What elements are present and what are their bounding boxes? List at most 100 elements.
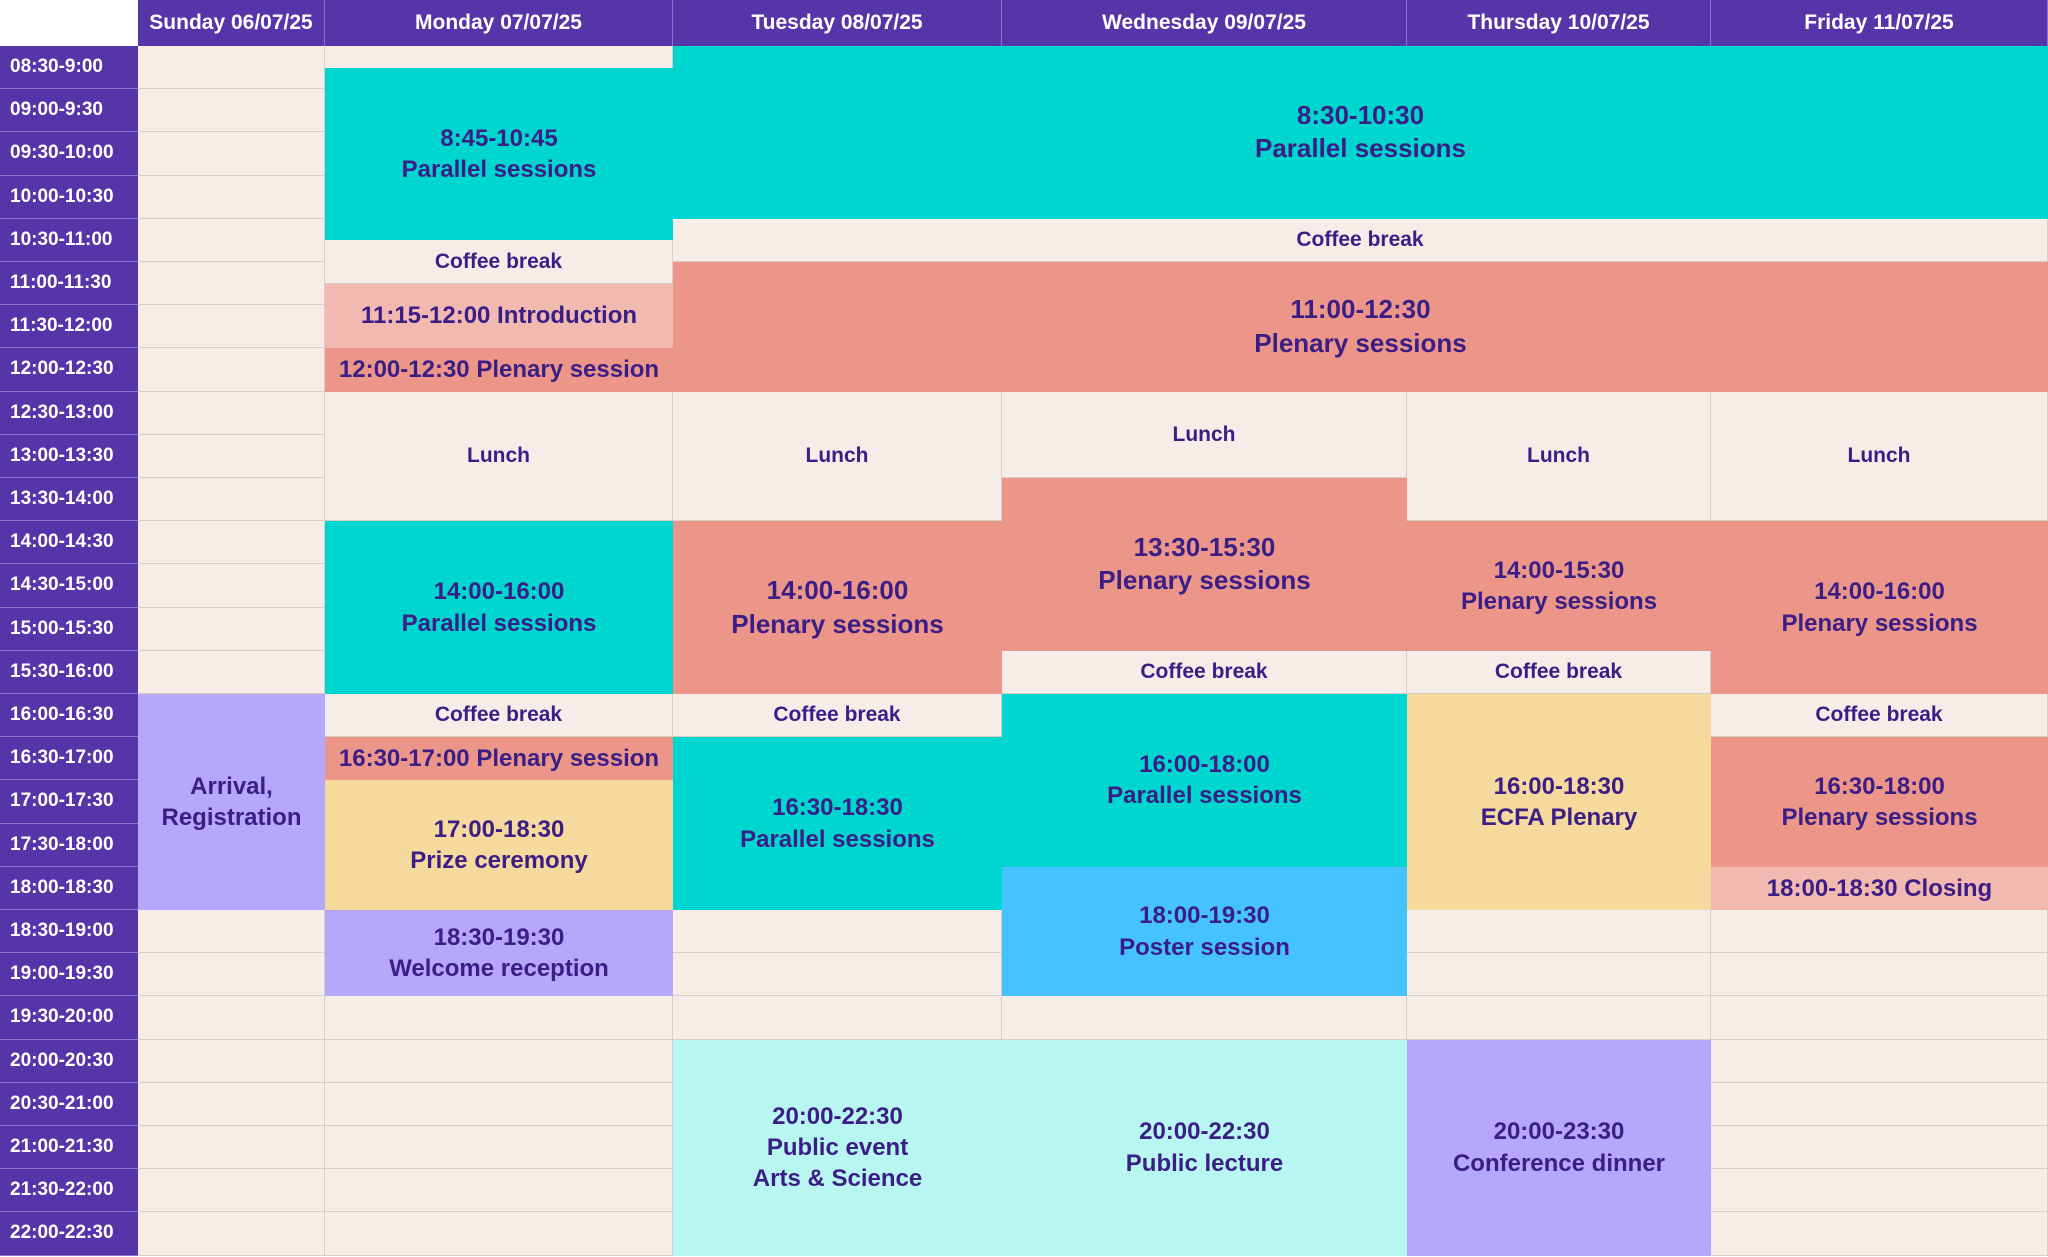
event-text-line: 14:00-16:00 [433, 578, 565, 606]
plenary-session-block[interactable]: 11:15-12:00 Introduction [325, 283, 673, 349]
plenary-session-block[interactable]: 14:00-16:00 Plenary sessions [1711, 521, 2048, 694]
time-slot-label: 14:30-15:00 [0, 564, 138, 608]
break-block[interactable]: Lunch [325, 391, 673, 522]
event-text-line: Coffee break [434, 249, 563, 273]
event-text-line: 11:15-12:00 Introduction [360, 302, 638, 330]
time-slot-label: 17:30-18:00 [0, 823, 138, 867]
break-block[interactable]: Coffee break [673, 694, 1002, 738]
event-text-line: Plenary sessions [1781, 609, 1978, 637]
public-event-block[interactable]: 20:00-22:30 Public lecture [1002, 1039, 1407, 1256]
plenary-session-block[interactable]: 12:00-12:30 Plenary session [325, 348, 673, 392]
time-slot-label: 08:30-9:00 [0, 46, 138, 90]
time-slot-label: 15:30-16:00 [0, 650, 138, 694]
empty-cell [1711, 1212, 2048, 1256]
break-block[interactable]: Coffee break [1407, 650, 1711, 694]
event-text-line: Lunch [1847, 444, 1911, 468]
event-text-line: 14:00-16:00 [1814, 578, 1945, 606]
day-header: Wednesday 09/07/25 [1002, 0, 1407, 46]
event-text-line: Coffee break [1140, 660, 1268, 684]
time-slot-label: 11:30-12:00 [0, 305, 138, 349]
break-block[interactable]: Coffee break [325, 694, 673, 738]
time-slot-label: 09:30-10:00 [0, 132, 138, 176]
empty-cell [138, 478, 325, 522]
event-text-line: 8:30-10:30 [1296, 99, 1425, 130]
empty-cell [138, 607, 325, 651]
plenary-session-block[interactable]: 14:00-15:30 Plenary sessions [1407, 521, 1711, 651]
event-text-line: 18:00-18:30 Closing [1766, 874, 1993, 902]
event-text-line: 20:00-22:30 [1139, 1118, 1270, 1146]
plenary-session-block[interactable]: 11:00-12:30 Plenary sessions [673, 262, 2048, 392]
empty-cell [325, 1126, 673, 1170]
event-text-line: Registration [161, 804, 302, 831]
public-event-block[interactable]: 20:00-22:30 Public event Arts & Science [673, 1039, 1002, 1256]
empty-cell [138, 218, 325, 262]
break-block[interactable]: Coffee break [1002, 650, 1407, 694]
empty-cell [325, 996, 673, 1040]
social-event-block[interactable]: 18:30-19:30 Welcome reception [325, 910, 673, 997]
event-text-line: 17:00-18:30 [433, 816, 565, 843]
event-text-line: 11:00-12:30 [1290, 294, 1431, 324]
time-slot-label: 18:30-19:00 [0, 910, 138, 954]
break-block[interactable]: Lunch [1711, 391, 2048, 522]
empty-cell [1711, 1039, 2048, 1083]
empty-cell [673, 996, 1002, 1040]
empty-cell [138, 1082, 325, 1126]
empty-cell [138, 953, 325, 997]
plenary-session-block[interactable]: 14:00-16:00 Plenary sessions [673, 521, 1002, 694]
plenary-session-block[interactable]: 18:00-18:30 Closing [1711, 866, 2048, 910]
empty-cell [325, 1082, 673, 1126]
break-block[interactable]: Lunch [1002, 391, 1407, 478]
social-event-block[interactable]: Arrival, Registration [138, 694, 325, 910]
break-block[interactable]: Lunch [673, 391, 1002, 522]
ceremony-block[interactable]: 16:00-18:30 ECFA Plenary [1407, 694, 1711, 910]
event-text-line: 14:00-15:30 [1493, 556, 1625, 584]
plenary-session-block[interactable]: 16:30-17:00 Plenary session [325, 737, 673, 781]
event-text-line: Coffee break [1296, 228, 1424, 252]
time-slot-label: 13:30-14:00 [0, 478, 138, 522]
ceremony-block[interactable]: 17:00-18:30 Prize ceremony [325, 780, 673, 910]
time-slot-label: 17:00-17:30 [0, 780, 138, 824]
empty-cell [138, 650, 325, 694]
event-text-line: Public lecture [1125, 1149, 1284, 1177]
parallel-session-block[interactable]: 14:00-16:00 Parallel sessions [325, 521, 673, 694]
poster-session-block[interactable]: 18:00-19:30 Poster session [1002, 866, 1407, 997]
parallel-session-block[interactable]: 8:45-10:45 Parallel sessions [325, 67, 673, 241]
parallel-session-block[interactable]: 8:30-10:30 Parallel sessions [673, 46, 2048, 219]
time-slot-label: 19:30-20:00 [0, 996, 138, 1040]
social-event-block[interactable]: 20:00-23:30 Conference dinner [1407, 1039, 1711, 1256]
empty-cell [138, 996, 325, 1040]
event-text-line: Prize ceremony [410, 847, 588, 875]
time-slot-label: 18:00-18:30 [0, 866, 138, 910]
time-slot-label: 09:00-9:30 [0, 89, 138, 133]
empty-cell [138, 46, 325, 90]
empty-cell [138, 391, 325, 435]
time-slot-label: 12:30-13:00 [0, 391, 138, 435]
plenary-session-block[interactable]: 16:30-18:00 Plenary sessions [1711, 737, 2048, 867]
time-slot-label: 16:00-16:30 [0, 694, 138, 738]
time-slot-label: 20:30-21:00 [0, 1082, 138, 1126]
parallel-session-block[interactable]: 16:30-18:30 Parallel sessions [673, 737, 1002, 910]
break-block[interactable]: Coffee break [673, 218, 2048, 262]
event-text-line: 20:00-23:30 [1493, 1118, 1625, 1146]
break-block[interactable]: Lunch [1407, 391, 1711, 522]
event-text-line: 20:00-22:30 [772, 1102, 903, 1130]
event-text-line: Lunch [805, 444, 869, 468]
break-block[interactable]: Coffee break [1711, 694, 2048, 738]
event-text-line: 12:00-12:30 Plenary session [338, 356, 660, 384]
event-text-line: Arrival, [190, 772, 273, 800]
empty-cell [1711, 910, 2048, 954]
empty-cell [138, 175, 325, 219]
empty-cell [1002, 996, 1407, 1040]
break-block[interactable]: Coffee break [325, 240, 673, 284]
empty-cell [1711, 953, 2048, 997]
empty-cell [1407, 996, 1711, 1040]
event-text-line: Conference dinner [1452, 1149, 1666, 1177]
time-slot-label: 13:00-13:30 [0, 434, 138, 478]
time-slot-label: 21:00-21:30 [0, 1126, 138, 1170]
parallel-session-block[interactable]: 16:00-18:00 Parallel sessions [1002, 694, 1407, 867]
day-header: Thursday 10/07/25 [1407, 0, 1711, 46]
event-text-line: Lunch [1172, 422, 1236, 446]
day-header: Monday 07/07/25 [325, 0, 673, 46]
plenary-session-block[interactable]: 13:30-15:30 Plenary sessions [1002, 478, 1407, 651]
event-text-line: 16:30-17:00 Plenary session [338, 745, 660, 773]
